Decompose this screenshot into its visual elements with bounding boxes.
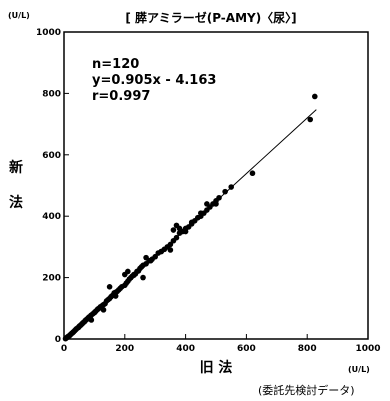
x-tick-label: 200 (115, 344, 134, 354)
y-axis-label-line1: 新 (9, 159, 23, 176)
data-point (167, 241, 174, 248)
data-point (222, 188, 228, 195)
y-tick-label: 600 (42, 151, 61, 161)
data-point (216, 194, 222, 201)
data-point (125, 268, 131, 275)
data-point (167, 247, 174, 253)
x-tick-label: 400 (176, 344, 195, 354)
data-point (100, 307, 107, 313)
y-tick-label: 1000 (36, 28, 61, 38)
x-axis-ticks: 0 200 400 600 800 1000 (61, 334, 381, 354)
data-point (228, 184, 234, 190)
data-point (307, 116, 314, 123)
y-tick-label: 0 (55, 335, 61, 345)
data-point (173, 234, 180, 241)
y-axis-unit: (U/L) (8, 11, 30, 20)
annotation-n: n=120 (92, 57, 139, 72)
y-tick-label: 200 (42, 274, 61, 284)
x-tick-label: 600 (237, 344, 256, 354)
data-point (143, 254, 149, 261)
data-point (249, 170, 256, 177)
data-point (106, 284, 113, 290)
x-tick-label: 0 (61, 344, 67, 354)
data-point (198, 210, 204, 216)
data-point (88, 317, 95, 323)
y-axis-ticks: 0 200 400 600 800 1000 (36, 28, 69, 345)
annotation-r: r=0.997 (92, 89, 150, 104)
x-tick-label: 800 (298, 344, 317, 354)
data-point (152, 253, 158, 260)
plot-frame (63, 31, 369, 340)
x-tick-label: 1000 (355, 344, 380, 354)
data-point (131, 271, 137, 278)
data-point (213, 201, 219, 207)
data-point (188, 219, 195, 226)
data-point (170, 227, 177, 233)
x-axis-label: 旧 法 (200, 359, 233, 376)
chart-title: [ 膵アミラーゼ(P-AMY)〈尿〉] (125, 10, 296, 25)
data-point (182, 228, 189, 235)
data-point (312, 93, 318, 100)
data-point (140, 274, 146, 281)
y-axis-label-line2: 法 (9, 194, 23, 211)
data-points (62, 93, 318, 342)
data-point (112, 293, 119, 299)
data-point (204, 201, 210, 207)
data-point (147, 257, 154, 264)
annotation-equation: y=0.905x - 4.163 (92, 73, 216, 88)
y-tick-label: 800 (42, 89, 61, 99)
x-axis-unit: (U/L) (348, 365, 370, 374)
data-point (176, 225, 183, 232)
data-point (158, 248, 165, 255)
y-tick-label: 400 (42, 212, 61, 222)
source-footnote: (委託先検討データ) (258, 383, 355, 397)
